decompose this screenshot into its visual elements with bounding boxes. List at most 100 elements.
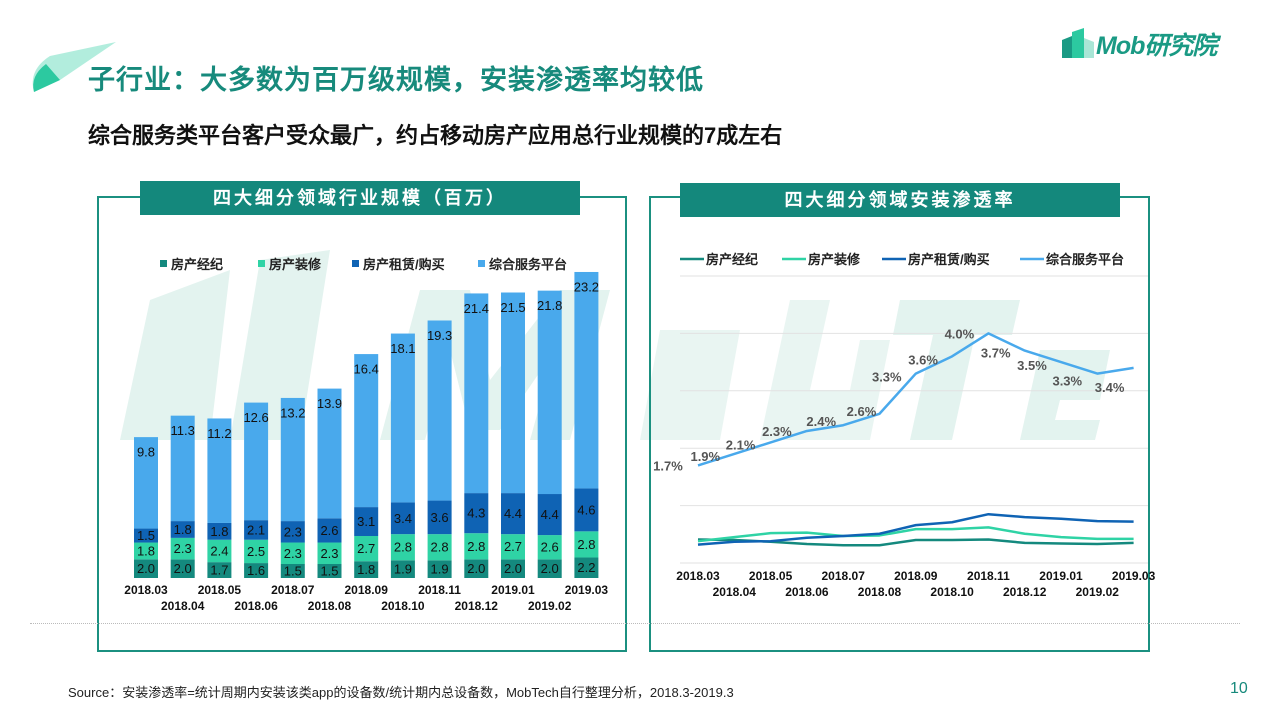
x-tick-label: 2019.03 — [565, 583, 609, 597]
bar-segment — [501, 559, 525, 578]
divider — [30, 623, 1240, 624]
data-label: 1.6 — [247, 563, 265, 578]
data-label: 1.7 — [210, 563, 228, 578]
data-label: 2.3 — [284, 524, 302, 539]
data-label: 11.2 — [207, 426, 231, 441]
legend-label: 房产租赁/购买 — [363, 257, 445, 272]
data-label: 4.3 — [467, 506, 485, 521]
bar-segment — [574, 557, 599, 578]
legend-label: 房产经纪 — [706, 252, 758, 267]
legend-label: 房产经纪 — [171, 257, 223, 272]
data-label: 3.7% — [981, 346, 1011, 361]
bar-segment — [537, 535, 562, 560]
data-label: 2.0 — [541, 561, 559, 576]
bar-segment — [280, 542, 305, 565]
bar-segment — [244, 563, 269, 578]
bar-segment — [207, 418, 232, 523]
legend-swatch — [352, 260, 359, 267]
data-label: 2.1 — [247, 522, 265, 537]
data-label: 1.9 — [431, 562, 449, 577]
x-tick-label: 2018.08 — [308, 599, 352, 613]
data-label: 3.4% — [1095, 380, 1125, 395]
data-label: 2.4 — [210, 543, 228, 558]
bar-segment — [170, 559, 195, 578]
data-label: 13.9 — [317, 396, 342, 411]
x-tick-label: 2018.08 — [858, 585, 902, 599]
data-label: 2.6% — [847, 404, 877, 419]
data-label: 2.0 — [174, 561, 192, 576]
x-tick-label: 2018.10 — [381, 599, 425, 613]
bar-segment — [317, 518, 342, 543]
bar-segment — [427, 500, 452, 535]
bar-segment — [427, 534, 452, 561]
data-label: 16.4 — [354, 362, 379, 377]
data-label: 1.5 — [137, 528, 155, 543]
data-label: 3.1 — [357, 514, 375, 529]
data-label: 21.5 — [500, 300, 525, 315]
bar-segment — [244, 539, 269, 564]
bar-segment — [537, 494, 562, 536]
source-note: Source：安装渗透率=统计周期内安装该类app的设备数/统计期内总设备数，M… — [68, 685, 734, 700]
data-label: 11.3 — [171, 423, 195, 438]
x-tick-label: 2018.03 — [676, 569, 720, 583]
x-tick-label: 2019.03 — [1112, 569, 1156, 583]
logo-icon — [1062, 28, 1094, 58]
x-tick-label: 2019.02 — [528, 599, 572, 613]
series-line — [697, 332, 1134, 467]
bar-segment — [574, 488, 599, 532]
data-label: 13.2 — [280, 405, 305, 420]
legend-label: 房产装修 — [269, 257, 322, 272]
bar-chart-title: 四大细分领域行业规模（百万） — [140, 181, 580, 215]
bar-segment — [390, 333, 415, 503]
logo-text: Mob研究院 — [1096, 32, 1217, 60]
bar-segment — [280, 521, 305, 543]
data-label: 1.8 — [137, 543, 155, 558]
data-label: 2.2 — [577, 560, 595, 575]
bar-segment — [464, 293, 489, 494]
data-label: 1.9% — [690, 449, 720, 464]
bar-segment — [170, 537, 195, 560]
x-tick-label: 2018.11 — [967, 569, 1010, 583]
legend-label: 房产租赁/购买 — [908, 252, 990, 267]
bar-segment — [207, 539, 232, 563]
bar-segment — [537, 559, 562, 578]
data-label: 3.6 — [431, 510, 449, 525]
x-tick-label: 2018.12 — [455, 599, 499, 613]
header-decoration — [32, 42, 116, 92]
data-label: 1.8 — [210, 524, 228, 539]
line-chart-title: 四大细分领域安装渗透率 — [680, 183, 1120, 217]
data-label: 19.3 — [427, 328, 452, 343]
bar-segment — [574, 531, 599, 558]
bar-segment — [354, 561, 379, 578]
data-label: 1.8 — [174, 522, 192, 537]
bar-segment — [427, 320, 452, 501]
data-label: 21.4 — [464, 301, 489, 316]
bar-segment — [170, 415, 195, 522]
bar-segment — [207, 522, 232, 540]
data-label: 9.8 — [137, 445, 155, 460]
page-subtitle: 综合服务类平台客户受众最广，约占移动房产应用总行业规模的7成左右 — [88, 123, 783, 148]
legend-swatch — [478, 260, 485, 267]
data-label: 2.5 — [247, 544, 265, 559]
bar-segment — [574, 271, 599, 489]
data-label: 3.3% — [872, 370, 902, 385]
data-label: 2.0 — [467, 561, 485, 576]
data-label: 2.8 — [394, 540, 412, 555]
x-tick-label: 2018.11 — [418, 583, 461, 597]
data-label: 23.2 — [574, 279, 599, 294]
x-tick-label: 2018.05 — [749, 569, 793, 583]
bar-segment — [244, 402, 269, 521]
page-title: 子行业：大多数为百万级规模，安装渗透率均较低 — [88, 65, 704, 95]
x-tick-label: 2018.06 — [785, 585, 829, 599]
data-label: 1.9 — [394, 562, 412, 577]
legend-swatch — [258, 260, 265, 267]
series-line — [697, 526, 1134, 543]
data-label: 3.6% — [908, 352, 938, 367]
bar-segment — [317, 542, 342, 565]
data-label: 2.3 — [320, 546, 338, 561]
bar-segment — [170, 521, 195, 538]
data-label: 2.6 — [541, 540, 559, 555]
bar-segment — [464, 533, 489, 560]
bar-segment — [354, 536, 379, 562]
